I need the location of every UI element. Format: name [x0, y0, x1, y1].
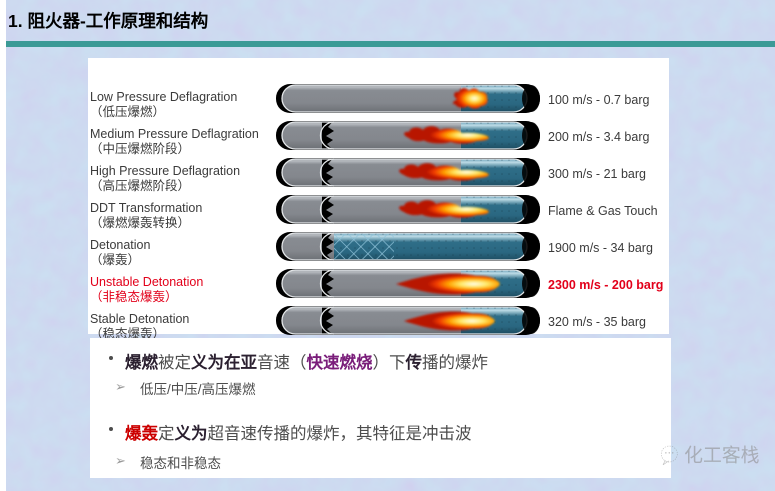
svg-text:化工客栈: 化工客栈	[684, 444, 760, 465]
